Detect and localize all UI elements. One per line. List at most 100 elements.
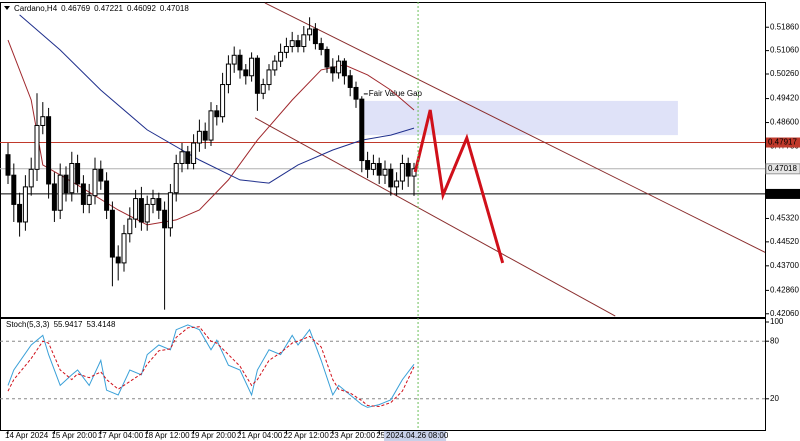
y-tick-label: 0.43700 <box>770 261 799 270</box>
stoch-line <box>7 326 415 408</box>
candle-body <box>283 46 289 53</box>
candle-body <box>399 162 405 182</box>
candle-body <box>22 186 28 223</box>
candle-body <box>92 168 98 197</box>
candle-body <box>86 195 92 205</box>
candle-body <box>57 174 63 211</box>
menu-arrow <box>4 6 10 10</box>
level-label: 0.47917 <box>768 138 797 147</box>
stoch-line <box>7 324 415 408</box>
y-tick-label: 0.48600 <box>770 118 799 127</box>
stoch-header: Stoch(5,3,3) 55.9417 53.4148 <box>6 320 116 329</box>
candle-body <box>46 116 52 185</box>
ohlc-close: 0.47018 <box>160 4 189 13</box>
candle-body <box>196 130 202 144</box>
candle-body <box>191 142 197 164</box>
x-tick-label: 19 Apr 20:00 <box>191 431 237 440</box>
candle-body <box>231 54 237 65</box>
y-tick-label: 0.42860 <box>770 286 799 295</box>
candle-body <box>330 66 336 74</box>
level-label: 0.46159 <box>768 189 797 198</box>
candle-body <box>144 203 150 223</box>
x-tick-label: 22 Apr 12:00 <box>283 431 329 440</box>
candle-body <box>341 60 347 77</box>
candle-body <box>121 233 127 264</box>
current-price-label: 0.47018 <box>768 164 797 173</box>
candle-body <box>318 43 324 50</box>
candle-body <box>156 198 162 211</box>
projection-path <box>413 109 505 264</box>
candle-body <box>405 162 411 177</box>
stoch-panel-frame <box>0 318 766 431</box>
candle-body <box>272 60 278 71</box>
candle-body <box>353 86 359 100</box>
candle-body <box>98 168 104 182</box>
candle-body <box>167 192 173 229</box>
candle-body <box>104 180 110 211</box>
x-tick-label: 15 Apr 20:00 <box>51 431 97 440</box>
candle-body <box>179 151 185 164</box>
candle-body <box>208 110 214 141</box>
x-tick-label: 21 Apr 04:00 <box>237 431 283 440</box>
main-panel-frame <box>0 2 766 318</box>
candle-body <box>394 180 400 188</box>
stoch-title: Stoch(5,3,3) <box>6 320 50 329</box>
candle-body <box>109 209 115 258</box>
candle-body <box>376 162 382 176</box>
axes: 0.518600.510600.502600.494200.486000.477… <box>5 22 800 441</box>
x-tick-label: 18 Apr 12:00 <box>144 431 190 440</box>
zone-label: Fair Value Gap <box>369 89 423 98</box>
candle-body <box>173 162 179 194</box>
candle-body <box>243 69 249 77</box>
candle-body <box>312 28 318 45</box>
candle-body <box>249 57 255 77</box>
y-tick-label: 0.51060 <box>770 46 799 55</box>
level-label-box <box>766 137 800 148</box>
candle-body <box>388 168 394 188</box>
candle-body <box>69 162 75 194</box>
candle-body <box>127 218 133 235</box>
x-tick-label: 23 Apr 20:00 <box>330 431 376 440</box>
y-tick-label: 0.49420 <box>770 94 799 103</box>
candle-body <box>260 84 266 94</box>
candle-body <box>185 151 191 164</box>
ohlc-high: 0.47221 <box>94 4 123 13</box>
current-price-box <box>765 163 800 175</box>
candle-body <box>301 34 307 48</box>
candle-body <box>307 28 313 36</box>
candle-body <box>138 198 144 223</box>
candle-body <box>370 162 376 170</box>
level-label-box <box>766 188 800 199</box>
candle-body <box>162 209 168 229</box>
channel-line <box>254 117 616 317</box>
candle-body <box>202 130 208 141</box>
candle-body <box>411 168 417 177</box>
main-plot: Fair Value Gap <box>0 2 765 317</box>
y-tick-label: 0.50260 <box>770 69 799 78</box>
candle-body <box>336 60 342 74</box>
candle-body <box>80 183 86 205</box>
y-tick-label: 0.42060 <box>770 309 799 318</box>
candle-body <box>289 40 295 48</box>
candle-body <box>17 203 23 223</box>
candle-body <box>5 154 11 176</box>
stoch-value: 55.9417 <box>54 320 83 329</box>
candle-body <box>225 63 231 86</box>
candle-body <box>295 40 301 48</box>
cursor-label: 2024.04.26 08:00 <box>386 431 449 440</box>
stoch-y-tick-label: 20 <box>770 394 779 403</box>
channel-line <box>264 2 765 253</box>
chart-header: Cardano,H4 0.46769 0.47221 0.46092 0.47018 <box>14 4 189 13</box>
candle-body <box>133 198 139 220</box>
y-tick-label: 0.45320 <box>770 214 799 223</box>
candle-body <box>382 168 388 176</box>
stoch-plot <box>0 324 765 408</box>
x-tick-label: 17 Apr 04:00 <box>98 431 144 440</box>
candle-body <box>28 168 34 188</box>
candle-body <box>214 110 220 118</box>
candle-body <box>150 198 156 205</box>
candle-body <box>34 124 40 170</box>
candle-body <box>63 174 69 194</box>
candle-body <box>266 69 272 86</box>
